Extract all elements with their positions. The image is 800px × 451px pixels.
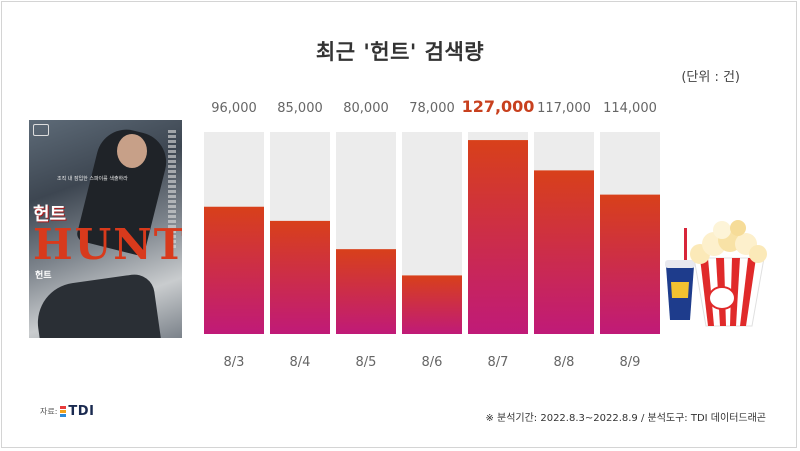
unit-label: (단위 : 건) [681, 70, 740, 85]
value-label: 117,000 [537, 101, 591, 116]
value-label: 96,000 [211, 101, 257, 116]
value-label: 127,000 [462, 97, 535, 116]
source-credit: 자료: TDI [40, 404, 94, 419]
chart-title: 최근 '헌트' 검색량 [315, 40, 485, 64]
category-label: 8/9 [620, 355, 641, 370]
poster-side-text [168, 130, 176, 250]
popcorn-bucket [690, 220, 767, 327]
category-label: 8/4 [290, 355, 311, 370]
value-label: 80,000 [343, 101, 389, 116]
tdi-logo-mark [60, 406, 67, 417]
value-label: 78,000 [409, 101, 455, 116]
bar-8-4 [270, 220, 330, 334]
tdi-logo: TDI [60, 404, 94, 419]
value-label: 114,000 [603, 101, 657, 116]
tdi-logo-text: TDI [68, 404, 95, 419]
source-label: 자료: [40, 407, 58, 416]
category-label: 8/8 [554, 355, 575, 370]
poster-face-top [117, 134, 147, 168]
analysis-note: ※ 분석기간: 2022.8.3~2022.8.9 / 분석도구: TDI 데이… [485, 413, 766, 424]
bar-8-6 [402, 275, 462, 334]
bars-layer: 96,000 8/3 85,000 8/4 80,000 8/5 78,000 8/6 127,… [204, 97, 660, 370]
bar-8-7 [468, 140, 528, 334]
category-label: 8/3 [224, 355, 245, 370]
category-label: 8/6 [422, 355, 443, 370]
poster-tagline: 조직 내 잠입한 스파이를 색출하라 [57, 176, 128, 182]
value-label: 85,000 [277, 101, 323, 116]
bar-8-3 [204, 206, 264, 334]
poster-english-title: HUNT [33, 220, 182, 269]
poster-korean-title: 헌트 [33, 204, 67, 225]
soda-cup-icon [665, 228, 695, 320]
bar-8-5 [336, 249, 396, 334]
poster-festival-badge [33, 124, 49, 136]
popcorn-icon [665, 220, 767, 327]
category-label: 8/7 [488, 355, 509, 370]
bar-8-9 [600, 194, 660, 334]
category-label: 8/5 [356, 355, 377, 370]
movie-poster: 조직 내 잠입한 스파이를 색출하라 헌트 HUNT 헌트 [29, 120, 182, 338]
bar-8-8 [534, 170, 594, 334]
poster-sub-title: 헌트 [35, 271, 52, 281]
